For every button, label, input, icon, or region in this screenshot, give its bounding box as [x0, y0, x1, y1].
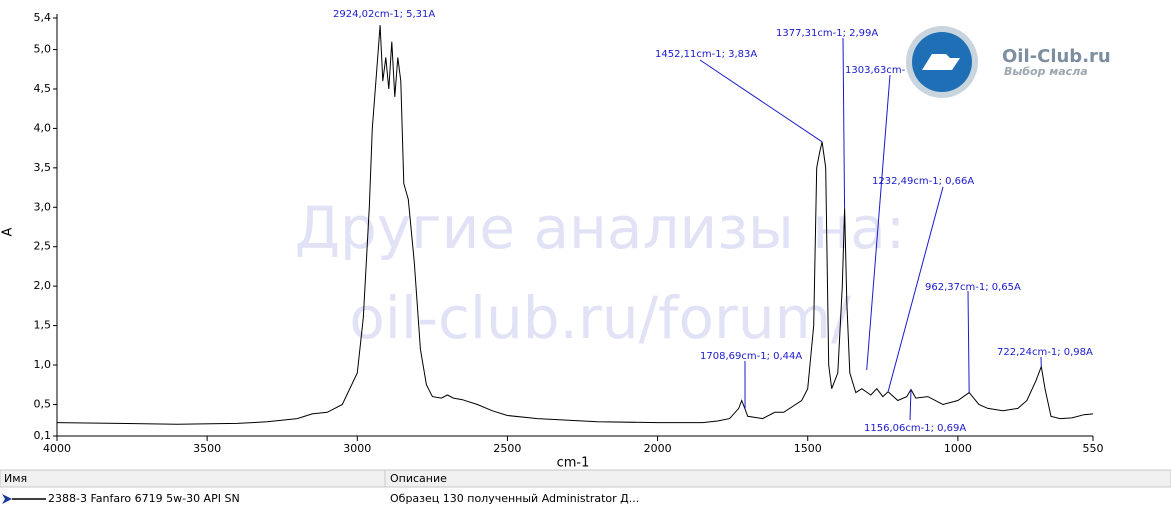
- x-axis-label: cm-1: [557, 456, 590, 471]
- logo-title: Oil-Club.ru: [1002, 46, 1111, 67]
- header-cell: Описание: [390, 472, 447, 485]
- y-tick-label: 3,0: [34, 200, 52, 213]
- y-axis-label: A: [1, 227, 16, 236]
- x-tick-label: 4000: [43, 442, 71, 455]
- annotation-leader: [842, 37, 846, 209]
- logo-subtitle: Выбор масла: [1004, 65, 1088, 78]
- y-tick-label: 1,5: [34, 319, 52, 332]
- y-tick-label: 2,5: [34, 240, 52, 253]
- y-tick-label: 5,4: [34, 11, 52, 24]
- annotation-leader: [909, 389, 912, 421]
- logo: Oil-Club.ru Выбор масла: [906, 26, 1111, 98]
- annotation-leader: [967, 290, 970, 393]
- table: Имя Описание 2388-3 Fanfaro 6719 5w-30 A…: [0, 469, 1171, 510]
- annotation-label: 1303,63cm-: [845, 65, 906, 76]
- table-row[interactable]: [0, 488, 1171, 510]
- y-tick-label: 0,5: [34, 397, 52, 410]
- legend-entry: 2388-3 Fanfaro 6719 5w-30 API SN: [48, 492, 240, 505]
- x-tick-label: 550: [1083, 442, 1104, 455]
- annotation-label: 962,37cm-1; 0,65A: [925, 282, 1021, 293]
- spectrum-line: [56, 25, 1094, 425]
- header-cell: Имя: [4, 472, 27, 485]
- y-tick-label: 1,0: [34, 358, 52, 371]
- watermark: Другие анализы на:: [295, 194, 906, 262]
- x-tick-label: 3000: [343, 442, 371, 455]
- logo-icon: [922, 54, 960, 70]
- annotation-label: 1377,31cm-1; 2,99A: [776, 28, 878, 39]
- table-header: [0, 469, 1171, 488]
- watermark: oil-club.ru/forum/: [349, 284, 851, 352]
- row-marker: [2, 494, 12, 504]
- y-tick-label: 3,5: [34, 161, 52, 174]
- annotation-label: 1156,06cm-1; 0,69A: [864, 423, 966, 434]
- annotation-label: 1232,49cm-1; 0,66A: [872, 176, 974, 187]
- y-tick-label: 0,1: [34, 429, 52, 442]
- annotation-leader: [699, 59, 823, 143]
- y-tick-label: 5,0: [34, 43, 52, 56]
- annotation-leader: [866, 74, 891, 371]
- x-tick-label: 2000: [644, 442, 672, 455]
- table-cell: Образец 130 полученный Administrator Д..…: [390, 492, 639, 505]
- annotation-label: 1452,11cm-1; 3,83A: [655, 49, 757, 60]
- y-tick-label: 2,0: [34, 279, 52, 292]
- annotation-leader: [887, 186, 944, 392]
- y-tick-label: 4,5: [34, 82, 52, 95]
- y-tick-label: 4,0: [34, 121, 52, 134]
- annotation-label: 2924,02cm-1; 5,31A: [333, 9, 435, 20]
- annotation-label: 1708,69cm-1; 0,44A: [700, 351, 802, 362]
- x-tick-label: 3500: [193, 442, 221, 455]
- x-tick-label: 1500: [794, 442, 822, 455]
- annotation-label: 722,24cm-1; 0,98A: [997, 347, 1093, 358]
- x-tick-label: 1000: [944, 442, 972, 455]
- x-tick-label: 2500: [493, 442, 521, 455]
